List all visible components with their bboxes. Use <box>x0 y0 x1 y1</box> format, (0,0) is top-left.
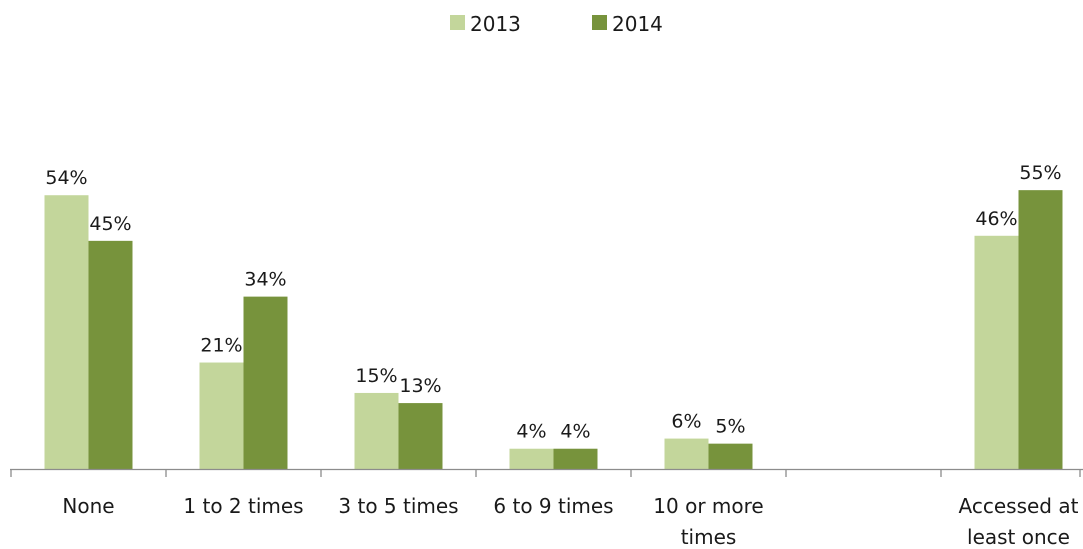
bar-2013-4 <box>664 438 709 469</box>
bar-2014-3 <box>553 448 598 469</box>
data-label: 4% <box>560 421 590 443</box>
x-tick-label: 3 to 5 times <box>338 494 458 518</box>
data-label: 54% <box>45 167 87 189</box>
bar-2013-3 <box>509 448 554 469</box>
x-tick-label: times <box>681 525 737 549</box>
x-tick-label: None <box>62 494 114 518</box>
data-label: 45% <box>89 213 131 235</box>
bar-2013-2 <box>354 392 399 469</box>
data-labels: 54% 45% 21% 34% 15% 13% 4% 4% 6% 5% 46% 55% <box>45 162 1061 443</box>
legend-label-1: 2014 <box>612 12 663 36</box>
bar-2013-0 <box>44 195 89 469</box>
data-label: 46% <box>975 208 1017 230</box>
x-axis: None 1 to 2 times 3 to 5 times 6 to 9 times… <box>10 468 1083 549</box>
x-tick-label: 1 to 2 times <box>183 494 303 518</box>
legend-label-0: 2013 <box>470 12 521 36</box>
bar-2013-1 <box>199 362 244 469</box>
x-tick-label: Accessed at <box>959 494 1079 518</box>
data-label: 13% <box>399 375 441 397</box>
x-tick-label: least once <box>967 525 1070 549</box>
bar-2014-1 <box>243 296 288 469</box>
data-label: 34% <box>244 269 286 291</box>
legend-swatch-0 <box>450 15 465 30</box>
legend-swatch-1 <box>592 15 607 30</box>
bars <box>44 190 1063 469</box>
data-label: 6% <box>671 411 701 433</box>
data-label: 21% <box>200 335 242 357</box>
data-label: 4% <box>516 421 546 443</box>
legend: 2013 2014 <box>450 12 663 36</box>
bar-2014-6 <box>1018 190 1063 469</box>
x-tick-label: 6 to 9 times <box>493 494 613 518</box>
data-label: 55% <box>1019 162 1061 184</box>
bar-2014-2 <box>398 403 443 469</box>
data-label: 15% <box>355 365 397 387</box>
x-tick-label: 10 or more <box>653 494 763 518</box>
bar-2014-0 <box>88 240 133 469</box>
bar-2014-4 <box>708 443 753 469</box>
bar-2013-6 <box>974 235 1019 469</box>
data-label: 5% <box>715 416 745 438</box>
